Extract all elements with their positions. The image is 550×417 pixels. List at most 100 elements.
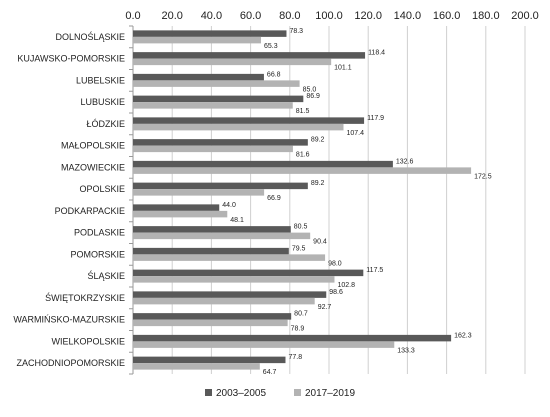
- category-label: MAZOWIECKIE: [61, 162, 125, 172]
- x-tick-label: 120.0: [354, 10, 382, 22]
- category-label: LUBELSKIE: [76, 75, 125, 85]
- x-tick-label: 20.0: [161, 10, 182, 22]
- bar-series-2: [133, 297, 315, 305]
- legend-label: 2003–2005: [216, 388, 266, 399]
- bar-series-1: [133, 139, 308, 146]
- data-label-series-2: 81.6: [296, 152, 310, 159]
- x-tick-label: 40.0: [201, 10, 222, 22]
- data-label-series-1: 117.9: [367, 115, 384, 122]
- data-labels: 78.3 65.3 118.4 101.1 66.8 85.086.9 81.5 117.9 1…: [222, 28, 491, 376]
- data-label-series-2: 133.3: [397, 347, 415, 354]
- bar-series-1: [133, 226, 291, 233]
- x-tick-label: 100.0: [315, 10, 343, 22]
- bar-series-2: [133, 145, 293, 153]
- bar-series-1: [133, 95, 304, 103]
- data-label-series-2: 48.1: [230, 217, 244, 224]
- bar-series-2: [133, 363, 260, 370]
- data-label-series-2: 102.8: [337, 282, 355, 289]
- data-label-series-1: 78.3: [289, 28, 303, 35]
- data-label-series-1: 118.4: [368, 50, 385, 57]
- bar-series-1: [133, 204, 220, 211]
- bar-series-2: [133, 276, 335, 283]
- data-label-series-1: 80.5: [294, 224, 308, 231]
- data-label-series-2: 92.7: [318, 304, 332, 311]
- data-label-series-2: 66.9: [267, 195, 281, 202]
- data-label-series-1: 80.7: [294, 311, 308, 318]
- legend-swatch: [294, 389, 301, 396]
- bar-series-1: [133, 160, 393, 168]
- category-axis: DOLNOŚLĄSKIE KUJAWSKO-POMORSKIE LUBELSKIE L…: [13, 25, 134, 375]
- bar-series-2: [133, 254, 326, 261]
- data-label-series-1: 132.6: [396, 158, 414, 165]
- category-label: PODKARPACKIE: [55, 206, 125, 216]
- category-label: DOLNOŚLĄSKIE: [55, 31, 125, 42]
- bar-series-2: [133, 232, 311, 240]
- bars: [133, 30, 472, 370]
- bar-series-1: [133, 30, 287, 37]
- x-tick-label: 160.0: [433, 10, 461, 22]
- x-tick-label: 80.0: [279, 10, 300, 22]
- category-label: WIELKOPOLSKIE: [51, 336, 125, 346]
- x-axis-ticks: 0.0 20.0 40.0 60.0 80.0 100.0 120.0 140.0 160.0 1…: [125, 10, 538, 22]
- bar-series-1: [133, 291, 327, 298]
- bar-series-2: [133, 80, 300, 87]
- data-label-series-2: 90.4: [313, 239, 327, 246]
- bar-series-2: [133, 341, 395, 348]
- data-label-series-2: 172.5: [474, 173, 492, 180]
- bar-series-1: [133, 117, 365, 124]
- bar-series-2: [133, 36, 261, 44]
- bar-series-1: [133, 52, 366, 59]
- category-label: LUBUSKIE: [80, 97, 125, 107]
- bar-series-1: [133, 247, 289, 255]
- x-tick-label: 180.0: [472, 10, 500, 22]
- data-label-series-2: 81.5: [296, 108, 310, 115]
- category-label: ŚWIĘTOKRZYSKIE: [45, 292, 125, 303]
- data-label-series-2: 65.3: [264, 43, 278, 50]
- legend-label: 2017–2019: [305, 388, 355, 399]
- bar-series-2: [133, 210, 228, 218]
- category-label: ZACHODNIOPOMORSKIE: [16, 358, 125, 368]
- x-tick-label: 0.0: [125, 10, 140, 22]
- bar-series-1: [133, 356, 286, 364]
- category-label: KUJAWSKO-POMORSKIE: [17, 54, 125, 64]
- bar-series-2: [133, 319, 288, 327]
- data-label-series-1: 162.3: [454, 332, 472, 339]
- category-label: MAŁOPOLSKIE: [61, 141, 125, 151]
- x-tick-label: 140.0: [394, 10, 422, 22]
- x-tick-label: 60.0: [240, 10, 261, 22]
- bar-series-1: [133, 313, 292, 320]
- data-label-series-1: 117.5: [366, 267, 383, 274]
- bar-series-1: [133, 73, 264, 81]
- data-label-series-2: 85.0: [303, 86, 317, 93]
- data-label-series-2: 64.7: [263, 369, 277, 376]
- data-label-series-1: 98.6: [329, 289, 343, 296]
- bar-series-1: [133, 334, 452, 342]
- data-label-series-1: 66.8: [267, 71, 281, 78]
- data-label-series-2: 98.0: [328, 260, 342, 267]
- data-label-series-2: 107.4: [347, 130, 365, 137]
- category-label: ŚLĄSKIE: [87, 270, 125, 281]
- category-label: PODLASKIE: [74, 228, 125, 238]
- x-tick-label: 200.0: [511, 10, 539, 22]
- category-label: POMORSKIE: [70, 249, 125, 259]
- category-label: WARMIŃSKO-MAZURSKIE: [13, 315, 125, 325]
- bar-series-2: [133, 123, 344, 131]
- bar-series-2: [133, 189, 265, 196]
- bar-series-2: [133, 102, 293, 109]
- bar-series-1: [133, 269, 364, 277]
- data-label-series-1: 89.2: [311, 137, 325, 144]
- data-label-series-1: 44.0: [222, 202, 236, 209]
- data-label-series-1: 79.5: [292, 245, 306, 252]
- legend: 2003–2005 2017–2019: [205, 388, 355, 399]
- data-label-series-2: 101.1: [334, 65, 352, 72]
- legend-swatch: [205, 389, 212, 396]
- data-label-series-2: 78.9: [291, 326, 305, 333]
- bar-series-1: [133, 182, 308, 190]
- bar-series-2: [133, 167, 472, 174]
- category-label: ŁÓDZKIE: [86, 119, 125, 129]
- data-label-series-1: 86.9: [306, 93, 320, 100]
- category-label: OPOLSKIE: [79, 184, 125, 194]
- data-label-series-1: 89.2: [311, 180, 325, 187]
